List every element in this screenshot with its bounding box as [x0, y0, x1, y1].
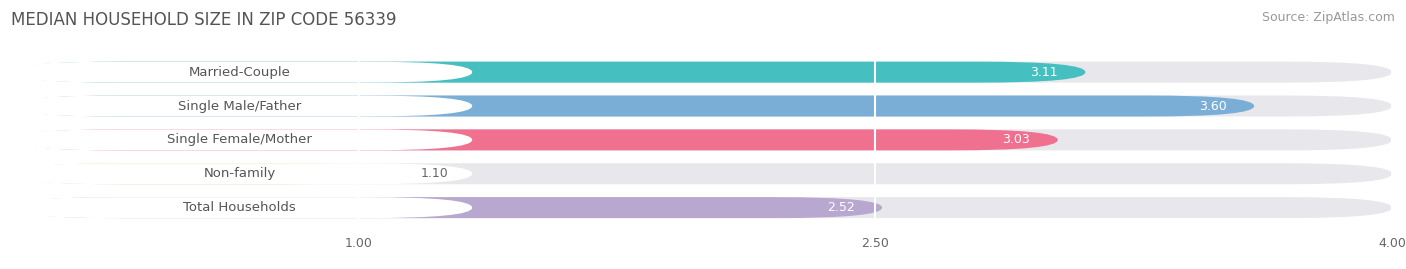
- Text: 3.03: 3.03: [1002, 133, 1031, 146]
- FancyBboxPatch shape: [14, 95, 1392, 116]
- FancyBboxPatch shape: [7, 197, 472, 218]
- Text: 2.52: 2.52: [827, 201, 855, 214]
- FancyBboxPatch shape: [7, 163, 472, 184]
- FancyBboxPatch shape: [14, 163, 394, 184]
- FancyBboxPatch shape: [14, 129, 1057, 150]
- FancyBboxPatch shape: [14, 62, 1392, 83]
- FancyBboxPatch shape: [14, 129, 1392, 150]
- FancyBboxPatch shape: [14, 197, 1392, 218]
- Text: 1.10: 1.10: [420, 167, 449, 180]
- FancyBboxPatch shape: [7, 62, 472, 83]
- Text: Single Female/Mother: Single Female/Mother: [167, 133, 312, 146]
- Text: Non-family: Non-family: [204, 167, 276, 180]
- Text: MEDIAN HOUSEHOLD SIZE IN ZIP CODE 56339: MEDIAN HOUSEHOLD SIZE IN ZIP CODE 56339: [11, 11, 396, 29]
- Text: Single Male/Father: Single Male/Father: [179, 100, 301, 112]
- Text: 3.11: 3.11: [1031, 66, 1057, 79]
- Text: 3.60: 3.60: [1199, 100, 1226, 112]
- FancyBboxPatch shape: [7, 129, 472, 150]
- Text: Total Households: Total Households: [183, 201, 297, 214]
- FancyBboxPatch shape: [14, 95, 1254, 116]
- FancyBboxPatch shape: [14, 62, 1085, 83]
- FancyBboxPatch shape: [14, 197, 882, 218]
- Text: Source: ZipAtlas.com: Source: ZipAtlas.com: [1261, 11, 1395, 24]
- Text: Married-Couple: Married-Couple: [188, 66, 291, 79]
- FancyBboxPatch shape: [14, 163, 1392, 184]
- FancyBboxPatch shape: [7, 95, 472, 116]
